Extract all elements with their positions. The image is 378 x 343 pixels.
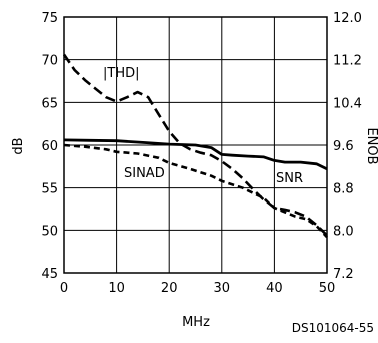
snr-annotation: SNR	[276, 171, 303, 186]
series-line-thd	[62, 53, 328, 237]
y-axis-label: dB	[11, 137, 26, 154]
series-line-snr	[63, 138, 328, 171]
x-tick-label: 10	[108, 281, 125, 296]
y2-tick-label: 11.2	[333, 54, 362, 69]
x-tick-label: 50	[319, 281, 336, 296]
x-axis-label: MHz	[182, 315, 210, 330]
y2-tick-label: 7.2	[333, 267, 354, 282]
y-tick-label: 65	[41, 96, 58, 111]
series-line-sinad	[63, 143, 328, 239]
grid	[64, 17, 327, 273]
y-tick-label: 75	[41, 11, 58, 26]
x-tick-label: 40	[266, 281, 283, 296]
y-tick-label: 70	[41, 54, 58, 69]
thd-annotation: |THD|	[103, 66, 140, 81]
y-tick-label: 55	[41, 182, 58, 197]
y2-tick-label: 9.6	[333, 139, 354, 154]
tick-labels: 0 10 20 30 40 50 45 50 55 60 65 70 75 7.2 8.0 8.8 9.6 10.…	[41, 11, 362, 296]
sinad-annotation: SINAD	[124, 166, 165, 181]
x-tick-label: 30	[214, 281, 231, 296]
y2-tick-label: 8.8	[333, 182, 354, 197]
x-tick-label: 20	[161, 281, 178, 296]
y2-tick-label: 10.4	[333, 96, 362, 111]
y2-tick-label: 8.0	[333, 224, 354, 239]
y2-tick-label: 12.0	[333, 11, 362, 26]
series-group	[62, 53, 328, 239]
y2-axis-label: ENOB	[364, 127, 378, 164]
y-tick-label: 50	[41, 224, 58, 239]
y-tick-label: 45	[41, 267, 58, 282]
y-tick-label: 60	[41, 139, 58, 154]
x-tick-label: 0	[60, 281, 68, 296]
figure-id: DS101064-55	[292, 321, 374, 335]
